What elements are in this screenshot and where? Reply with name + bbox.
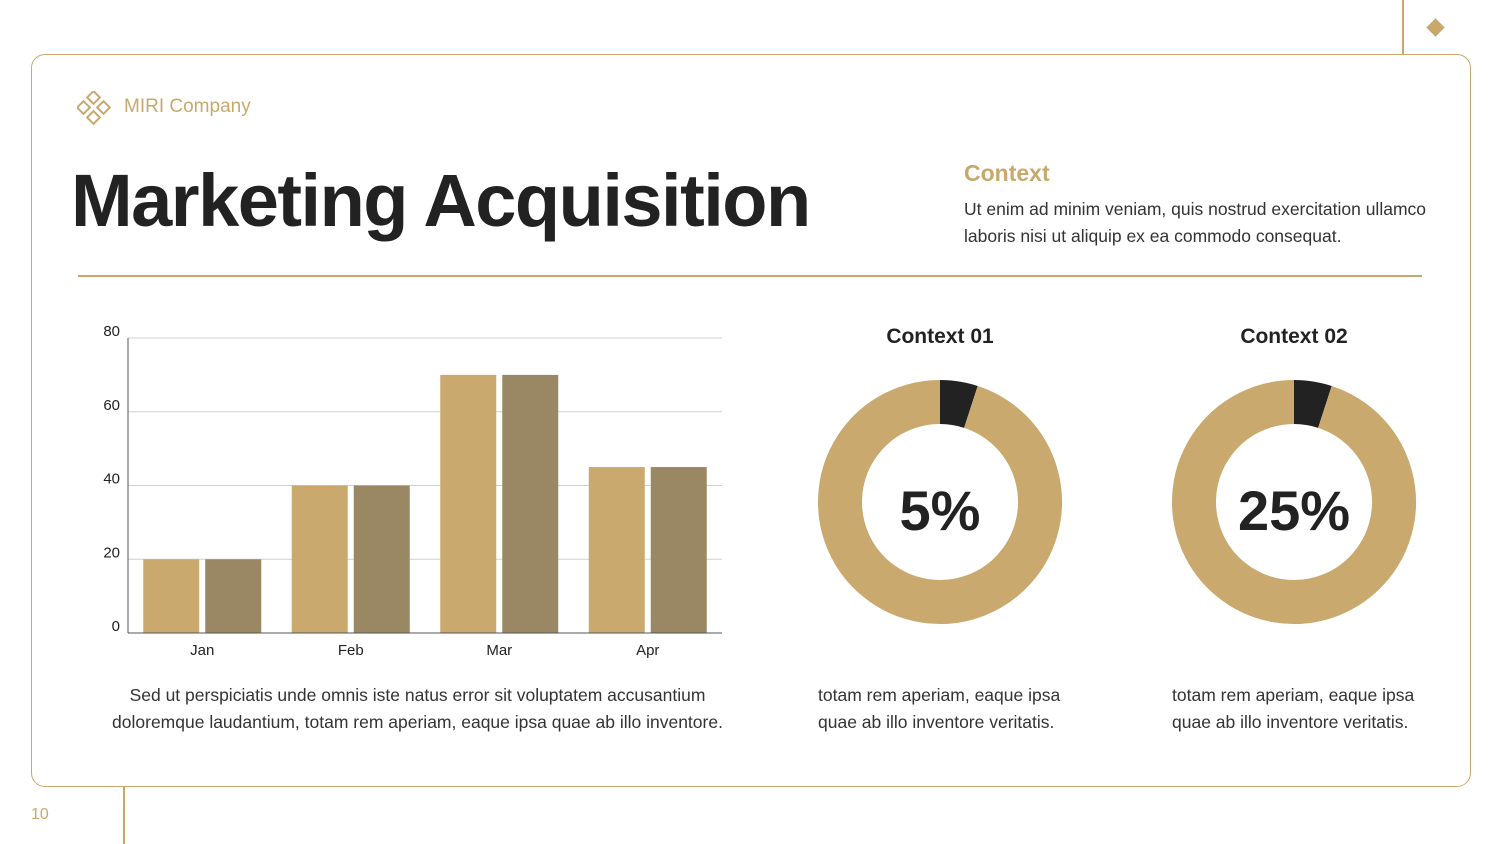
page-number: 10	[31, 806, 49, 823]
bar	[588, 467, 645, 633]
donut-slice	[1172, 380, 1416, 624]
y-tick-label: 40	[103, 471, 120, 488]
x-tick-label: Mar	[486, 642, 512, 659]
donut-chart-1	[818, 380, 1062, 624]
bar	[205, 559, 262, 633]
context-heading: Context	[964, 160, 1050, 186]
bar	[291, 485, 348, 633]
x-tick-label: Jan	[190, 642, 214, 659]
donut-title: Context 02	[1240, 325, 1348, 348]
donut-card-1: Context 01 5%	[810, 325, 1070, 625]
donut-card-2: Context 02 25%	[1164, 325, 1424, 625]
top-divider-line	[1402, 0, 1404, 54]
bar	[143, 559, 200, 633]
header-divider	[78, 275, 1422, 277]
bar	[440, 374, 497, 633]
donut-caption-2: totam rem aperiam, eaque ipsa quae ab il…	[1172, 685, 1415, 732]
donut-title: Context 01	[886, 325, 994, 348]
donut-caption-1: totam rem aperiam, eaque ipsa quae ab il…	[818, 685, 1061, 732]
x-tick-label: Feb	[338, 642, 364, 659]
y-tick-label: 0	[112, 618, 120, 635]
diamond-icon	[1426, 18, 1445, 37]
context-body: Ut enim ad minim veniam, quis nostrud ex…	[964, 199, 1426, 246]
bottom-divider-line	[123, 787, 125, 844]
bar	[353, 485, 410, 633]
donut-value-label: 5%	[899, 478, 981, 542]
donut-slice	[939, 380, 978, 429]
donut-slice	[818, 380, 1062, 624]
diamond-cluster-logo-icon	[77, 91, 111, 125]
y-tick-label: 20	[103, 544, 120, 561]
bar	[502, 374, 559, 633]
content-frame	[31, 54, 1471, 787]
y-tick-label: 80	[103, 323, 120, 340]
donut-slice	[1293, 380, 1332, 429]
chart-caption: Sed ut perspiciatis unde omnis iste natu…	[112, 685, 723, 732]
bar	[650, 467, 707, 633]
donut-value-label: 25%	[1237, 478, 1351, 542]
page-title: Marketing Acquisition	[71, 159, 811, 242]
x-tick-label: Apr	[636, 642, 659, 659]
company-name: MIRI Company	[124, 96, 251, 117]
donut-chart-2	[1172, 380, 1416, 624]
bar-chart: 0 20 40 60 80 Jan Feb Mar Apr	[103, 323, 722, 659]
y-tick-label: 60	[103, 397, 120, 414]
